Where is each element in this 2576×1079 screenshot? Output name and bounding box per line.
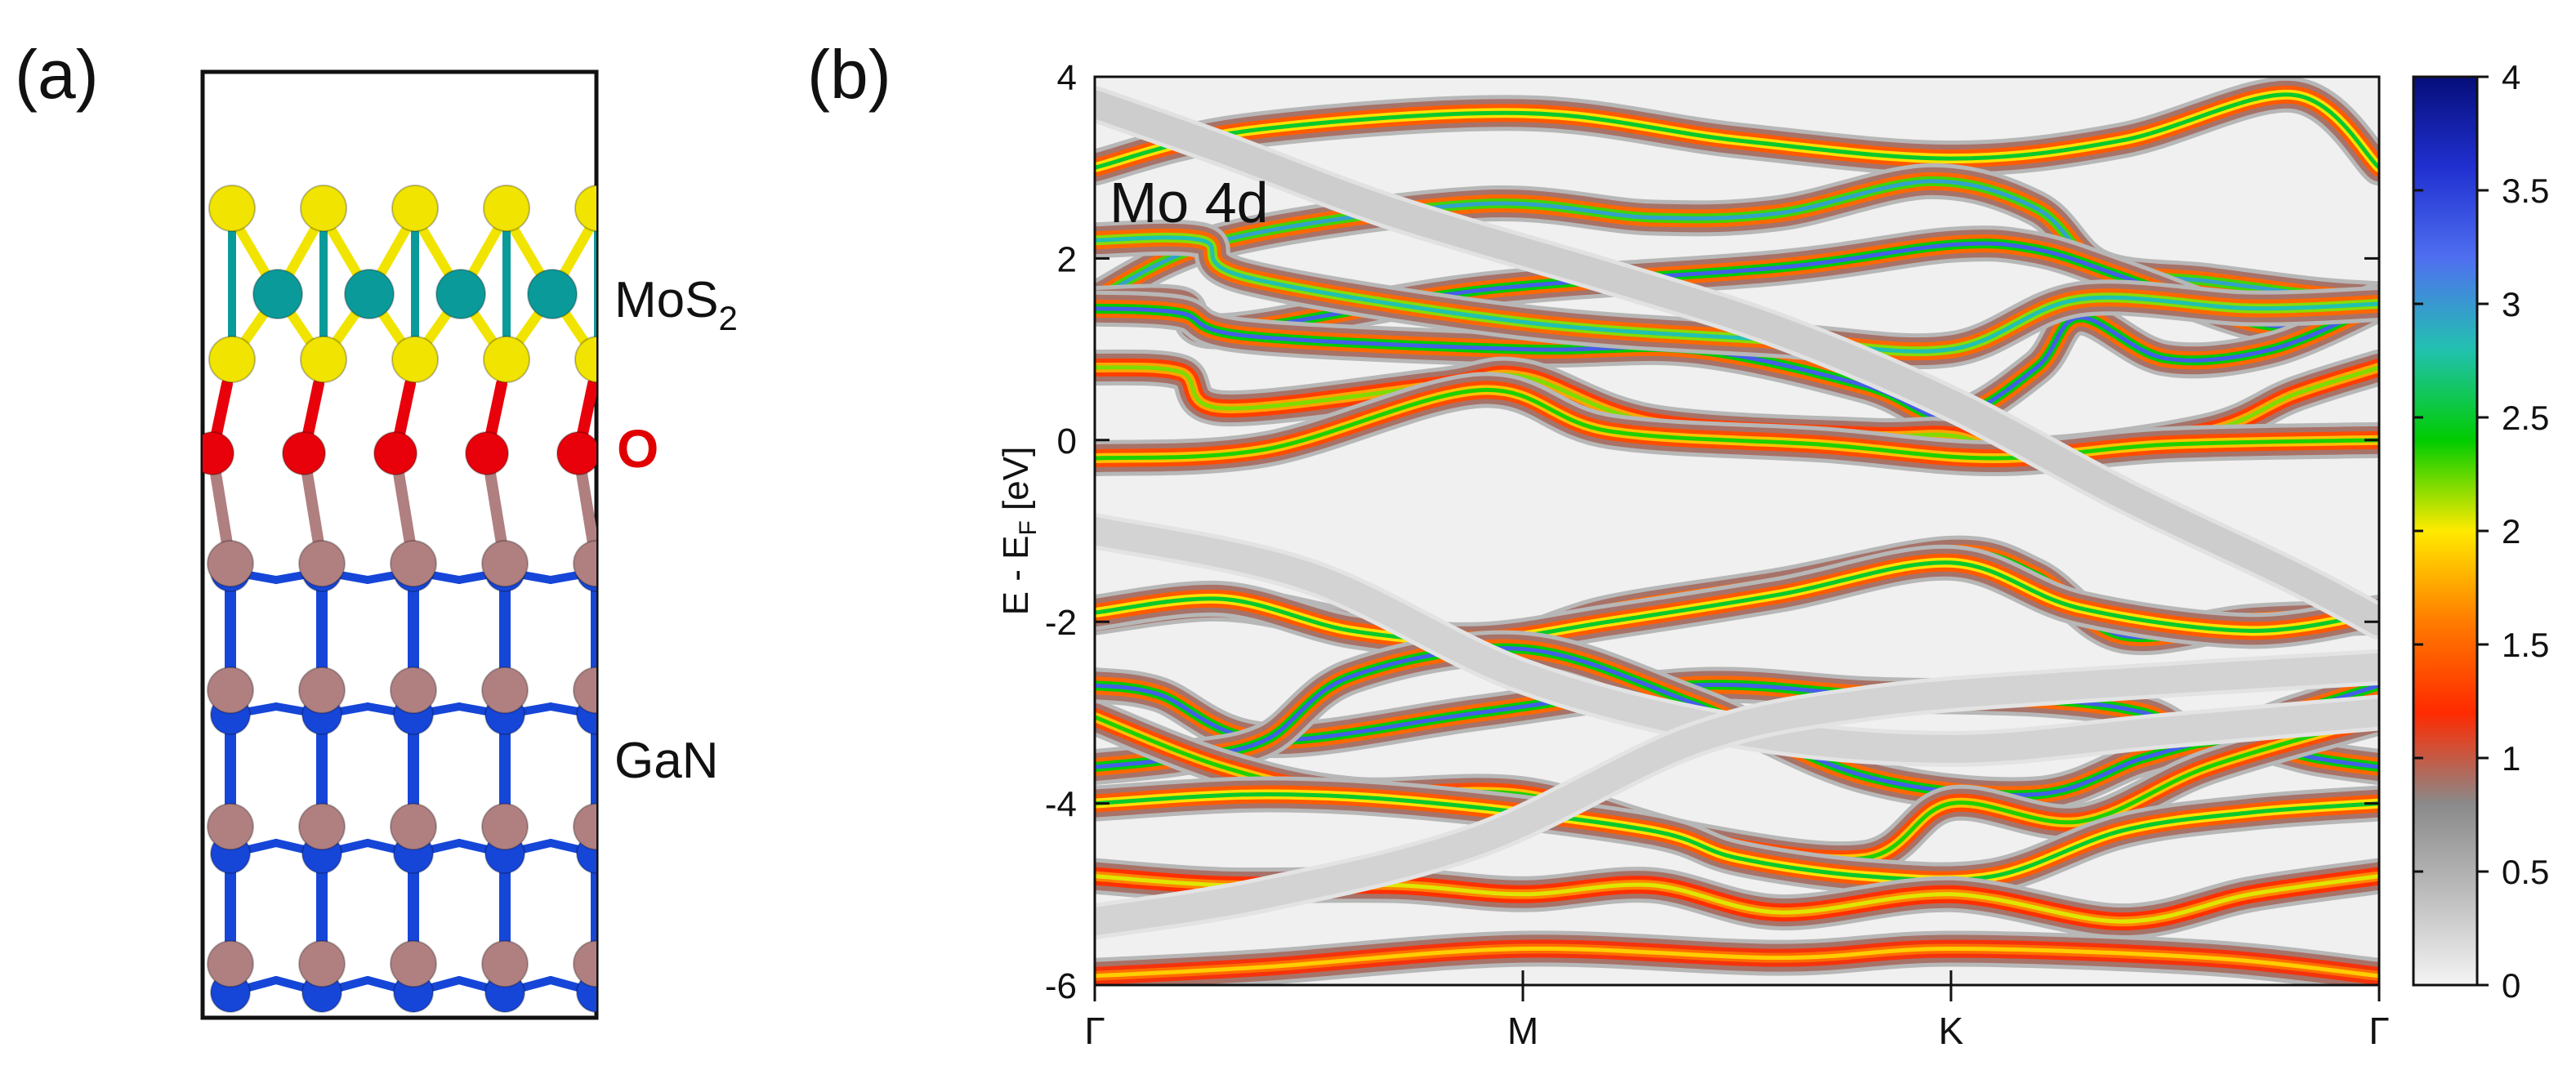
- colorbar-tick-label: 0: [2502, 966, 2520, 1005]
- gan-label: GaN: [614, 733, 718, 789]
- oxygen-atom: [373, 431, 417, 475]
- colorbar-tick-label: 4: [2502, 58, 2520, 96]
- x-tick-label: K: [1939, 1010, 1964, 1052]
- y-axis-label-unit: [eV]: [996, 447, 1036, 521]
- y-tick-label: 2: [1057, 239, 1077, 279]
- gallium-atom: [481, 540, 529, 587]
- gallium-atom: [573, 940, 596, 988]
- gallium-atom: [390, 940, 437, 988]
- band-line: [1095, 92, 2379, 170]
- band-faint-3: [1095, 649, 2379, 940]
- gallium-atom: [207, 667, 254, 714]
- gallium-atom: [207, 803, 254, 850]
- sulfur-atom: [208, 185, 256, 232]
- gallium-atom: [298, 803, 346, 850]
- colorbar-tick-label: 3.5: [2502, 172, 2549, 210]
- gallium-atom: [573, 540, 596, 587]
- sulfur-atom: [391, 336, 439, 383]
- y-tick-label: -2: [1045, 603, 1077, 643]
- band-upper-4: [1095, 286, 2379, 436]
- colorbar-tick-label: 1: [2502, 739, 2520, 778]
- sulfur-atom: [391, 185, 439, 232]
- panel-b-label: (b): [807, 36, 891, 113]
- oxygen-atom: [465, 431, 509, 475]
- y-tick-label: -4: [1045, 785, 1077, 825]
- sulfur-atom: [574, 185, 596, 232]
- colorbar-tick-label: 2: [2502, 512, 2520, 551]
- sulfur-atom: [483, 185, 530, 232]
- band-structure: [1095, 77, 2379, 985]
- panel-a: (a) MoS2 O GaN: [15, 36, 738, 1020]
- oxygen-atom: [203, 431, 234, 475]
- y-tick-label: 0: [1057, 421, 1077, 461]
- gallium-atom: [573, 803, 596, 850]
- gallium-atom: [207, 540, 254, 587]
- x-tick-label: Γ: [1084, 1010, 1105, 1052]
- mos2-label: MoS2: [614, 272, 738, 337]
- y-axis-label: E - EF [eV]: [996, 447, 1042, 616]
- atomic-structure: [203, 185, 596, 1013]
- sulfur-atom: [574, 336, 596, 383]
- band-line: [1095, 791, 2379, 883]
- colorbar-tick-label: 1.5: [2502, 626, 2549, 664]
- gallium-atom: [298, 540, 346, 587]
- oxygen-atom: [282, 431, 326, 475]
- band-line: [1095, 388, 2379, 461]
- band-line: [1095, 946, 2379, 979]
- molybdenum-atom: [344, 269, 395, 319]
- band-upper-2: [1095, 163, 2379, 318]
- sulfur-atom: [483, 336, 530, 383]
- colorbar-tick-label: 3: [2502, 285, 2520, 323]
- gallium-atom: [390, 803, 437, 850]
- colorbar-ticks: 4 3.5 3 2.5 2 1.5 1 0.5 0: [2413, 58, 2549, 1005]
- gallium-atom: [573, 667, 596, 714]
- x-tick-label: Γ: [2368, 1010, 2389, 1052]
- band-faint-1: [1095, 86, 2379, 640]
- y-axis-label-main: E - E: [996, 536, 1036, 616]
- molybdenum-atom: [252, 269, 303, 319]
- sulfur-atom: [300, 185, 347, 232]
- y-axis-label-subscript: F: [1015, 520, 1042, 535]
- sulfur-atom: [208, 336, 256, 383]
- band-upper-1: [1095, 77, 2379, 186]
- y-tick-label: -6: [1045, 966, 1077, 1006]
- band-line: [1095, 179, 2379, 301]
- oxygen-label: O: [617, 418, 659, 479]
- orbital-annotation: Mo 4d: [1109, 171, 1269, 234]
- gallium-atom: [390, 540, 437, 587]
- panel-a-label: (a): [15, 36, 99, 113]
- band-line: [1095, 653, 2379, 936]
- band-low-2: [1095, 544, 2379, 658]
- gallium-atom: [298, 667, 346, 714]
- oxygen-atom: [556, 431, 596, 475]
- colorbar-tick-label: 2.5: [2502, 399, 2549, 437]
- mos2-label-subscript: 2: [718, 299, 737, 337]
- band-low-6: [1095, 776, 2379, 898]
- gallium-atom: [390, 667, 437, 714]
- gallium-atom: [481, 803, 529, 850]
- band-line: [1095, 90, 2379, 636]
- gallium-atom: [481, 667, 529, 714]
- mos2-label-main: MoS: [614, 272, 718, 328]
- y-tick-label: 4: [1057, 58, 1077, 98]
- panel-b: (b) 4 2 0 -2 -4 -6 Γ M K Γ E - EF [eV] Mo 4d 4 3.…: [807, 36, 2549, 1052]
- y-axis: 4 2 0 -2 -4 -6: [1045, 58, 2379, 1006]
- gallium-atom: [298, 940, 346, 988]
- gallium-atom: [207, 940, 254, 988]
- molybdenum-atom: [435, 269, 486, 319]
- molybdenum-atom: [527, 269, 578, 319]
- sulfur-atom: [300, 336, 347, 383]
- band-mid-2: [1095, 372, 2379, 477]
- band-low-8: [1095, 930, 2379, 985]
- plot-frame: [1093, 75, 2381, 987]
- band-line: [1095, 560, 2379, 643]
- x-tick-label: M: [1507, 1010, 1538, 1052]
- colorbar-tick-label: 0.5: [2502, 853, 2549, 891]
- band-line: [1095, 301, 2379, 420]
- gallium-atom: [481, 940, 529, 988]
